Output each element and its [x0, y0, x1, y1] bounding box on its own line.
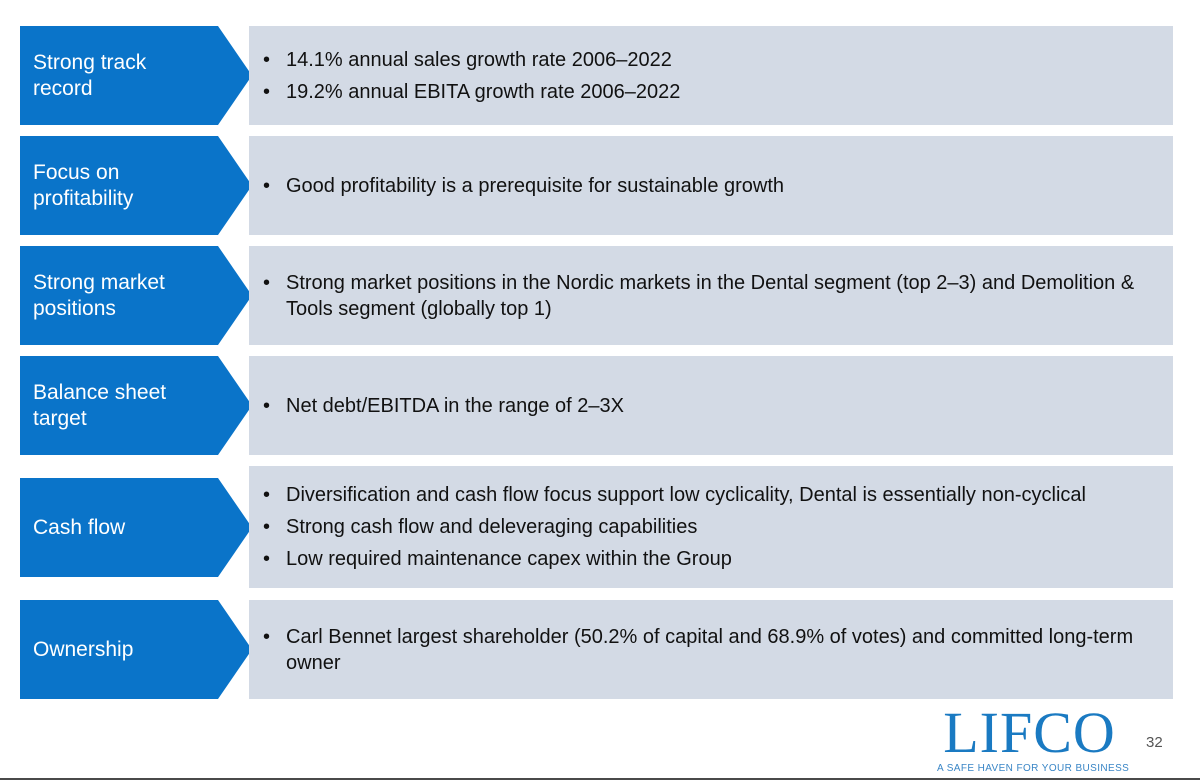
bullet-item: • Diversification and cash flow focus su… [263, 482, 1155, 508]
footer-divider [0, 778, 1200, 780]
bullet-text: Strong cash flow and deleveraging capabi… [286, 516, 698, 538]
row-label: Cash flow [33, 515, 126, 539]
bullet-text: Good profitability is a prerequisite for… [286, 174, 785, 197]
row-ownership: Ownership • Carl Bennet largest sharehol… [0, 600, 1200, 699]
row-label: Focus on profitability [33, 160, 134, 210]
row-content: • Strong market positions in the Nordic … [249, 246, 1173, 345]
row-content: • Net debt/EBITDA in the range of 2–3X [249, 356, 1173, 455]
bullet-dot: • [263, 625, 271, 648]
arrow-label-shape [20, 600, 252, 699]
bullet-text: 14.1% annual sales growth rate 2006–2022 [286, 48, 672, 71]
bullet-dot: • [263, 174, 271, 197]
row-label: Balance sheet target [33, 380, 167, 430]
arrow-label-shape [20, 136, 252, 235]
arrow-label-shape [20, 478, 252, 577]
row-label: Strong track record [33, 50, 147, 100]
bullet-item: • Net debt/EBITDA in the range of 2–3X [263, 393, 1155, 419]
row-label: Strong market positions [33, 270, 165, 320]
bullet-text: Net debt/EBITDA in the range of 2–3X [286, 394, 624, 417]
bullet-item: • Strong market positions in the Nordic … [263, 270, 1155, 322]
logo-wordmark: LIFCO [943, 700, 1116, 765]
arrow-label-shape [20, 246, 252, 345]
row-content: • 14.1% annual sales growth rate 2006–20… [249, 26, 1173, 125]
bullet-item: • Low required maintenance capex within … [263, 546, 1155, 572]
bullet-text: 19.2% annual EBITA growth rate 2006–2022 [286, 80, 681, 103]
bullet-dot: • [263, 394, 271, 417]
row-balance-sheet-target: Balance sheet target • Net debt/EBITDA i… [0, 356, 1200, 455]
company-logo: LIFCO A SAFE HAVEN FOR YOUR BUSINESS [937, 700, 1130, 775]
row-strong-track-record: Strong track record • 14.1% annual sales… [0, 26, 1200, 125]
bullet-dot: • [263, 516, 271, 538]
row-cash-flow: Cash flow • Diversification and cash flo… [0, 466, 1200, 588]
arrow-label-shape [20, 356, 252, 455]
row-content: • Diversification and cash flow focus su… [249, 466, 1173, 588]
bullet-dot: • [263, 48, 271, 71]
bullet-dot: • [263, 271, 271, 294]
page-number: 32 [1146, 734, 1163, 751]
bullet-dot: • [263, 484, 271, 506]
bullet-text: Strong market positions in the Nordic ma… [286, 271, 1135, 320]
row-label: Ownership [33, 637, 134, 661]
bullet-dot: • [263, 548, 271, 570]
bullet-text: Diversification and cash flow focus supp… [286, 484, 1086, 506]
row-content: • Good profitability is a prerequisite f… [249, 136, 1173, 235]
bullet-text: Carl Bennet largest shareholder (50.2% o… [286, 625, 1134, 674]
bullet-dot: • [263, 80, 271, 103]
row-focus-on-profitability: Focus on profitability • Good profitabil… [0, 136, 1200, 235]
logo-tagline: A SAFE HAVEN FOR YOUR BUSINESS [937, 763, 1130, 774]
bullet-item: • Carl Bennet largest shareholder (50.2%… [263, 624, 1155, 676]
bullet-item: • 19.2% annual EBITA growth rate 2006–20… [263, 79, 1155, 105]
row-strong-market-positions: Strong market positions • Strong market … [0, 246, 1200, 345]
bullet-item: • Good profitability is a prerequisite f… [263, 173, 1155, 199]
bullet-item: • 14.1% annual sales growth rate 2006–20… [263, 47, 1155, 73]
bullet-text: Low required maintenance capex within th… [286, 548, 732, 570]
bullet-item: • Strong cash flow and deleveraging capa… [263, 514, 1155, 540]
arrow-label-shape [20, 26, 252, 125]
row-content: • Carl Bennet largest shareholder (50.2%… [249, 600, 1173, 699]
